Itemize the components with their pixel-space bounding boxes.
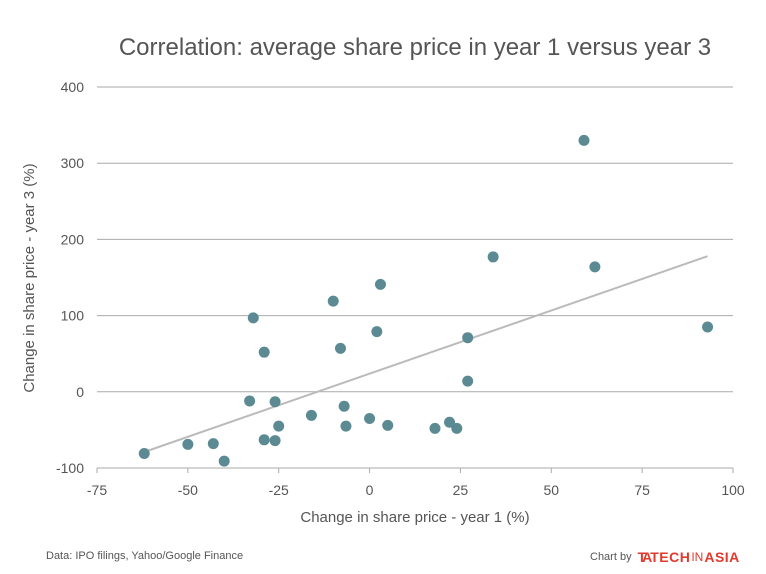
gridlines <box>97 86 733 469</box>
x-tick-label: 25 <box>453 482 469 498</box>
y-tick-label: 300 <box>61 155 85 171</box>
logo-tech-text: TECH <box>650 549 691 565</box>
data-point <box>340 420 352 432</box>
data-point <box>247 312 259 324</box>
data-point <box>462 375 474 387</box>
techinasia-logo-mark: TA <box>637 549 653 565</box>
y-tick-label: -100 <box>56 460 84 476</box>
data-point <box>244 395 256 407</box>
data-point <box>364 412 376 424</box>
x-tick-label: 0 <box>366 482 374 498</box>
data-point <box>589 261 601 273</box>
data-point <box>305 409 317 421</box>
data-point <box>138 448 150 460</box>
x-axis-label: Change in share price - year 1 (%) <box>300 509 530 526</box>
data-points <box>138 134 714 467</box>
trendline-group <box>143 255 708 453</box>
data-point <box>207 438 219 450</box>
y-tick-label: 0 <box>76 384 84 400</box>
data-point <box>182 438 194 450</box>
y-axis-ticks: -100 0 100 200 300 400 <box>56 79 84 476</box>
data-point <box>338 400 350 412</box>
logo-asia-text: ASIA <box>704 549 740 565</box>
data-point <box>334 342 346 354</box>
data-point <box>327 295 339 307</box>
x-axis-ticks: -75 -50 -25 0 25 50 75 100 <box>87 468 745 498</box>
data-point <box>578 134 590 146</box>
data-source-note: Data: IPO filings, Yahoo/Google Finance <box>46 550 244 562</box>
data-point <box>269 396 281 408</box>
techinasia-logo: TA TECH IN ASIA <box>638 549 740 565</box>
data-point <box>218 455 230 467</box>
chart-credit: Chart by TA TECH IN ASIA <box>590 549 740 565</box>
data-point <box>487 251 499 263</box>
data-point <box>374 278 386 290</box>
data-point <box>702 321 714 333</box>
data-point <box>269 435 281 447</box>
x-tick-label: 50 <box>543 482 559 498</box>
y-tick-label: 400 <box>61 79 85 95</box>
data-point <box>273 420 285 432</box>
data-point <box>429 422 441 434</box>
data-point <box>382 419 394 431</box>
y-axis-label: Change in share price - year 3 (%) <box>21 163 38 393</box>
data-point <box>258 346 270 358</box>
y-tick-label: 100 <box>61 308 85 324</box>
data-point <box>444 416 456 428</box>
data-point <box>451 422 463 434</box>
credit-prefix: Chart by <box>590 551 632 563</box>
data-point <box>371 326 383 338</box>
x-tick-label: -50 <box>178 482 198 498</box>
x-tick-label: 100 <box>721 482 745 498</box>
x-tick-label: 75 <box>634 482 650 498</box>
data-point <box>258 434 270 446</box>
trendline <box>143 255 708 453</box>
data-point <box>462 332 474 344</box>
logo-in-text: IN <box>691 550 704 564</box>
y-tick-label: 200 <box>61 231 85 247</box>
chart-title: Correlation: average share price in year… <box>118 34 712 61</box>
x-tick-label: -25 <box>269 482 289 498</box>
x-tick-label: -75 <box>87 482 107 498</box>
